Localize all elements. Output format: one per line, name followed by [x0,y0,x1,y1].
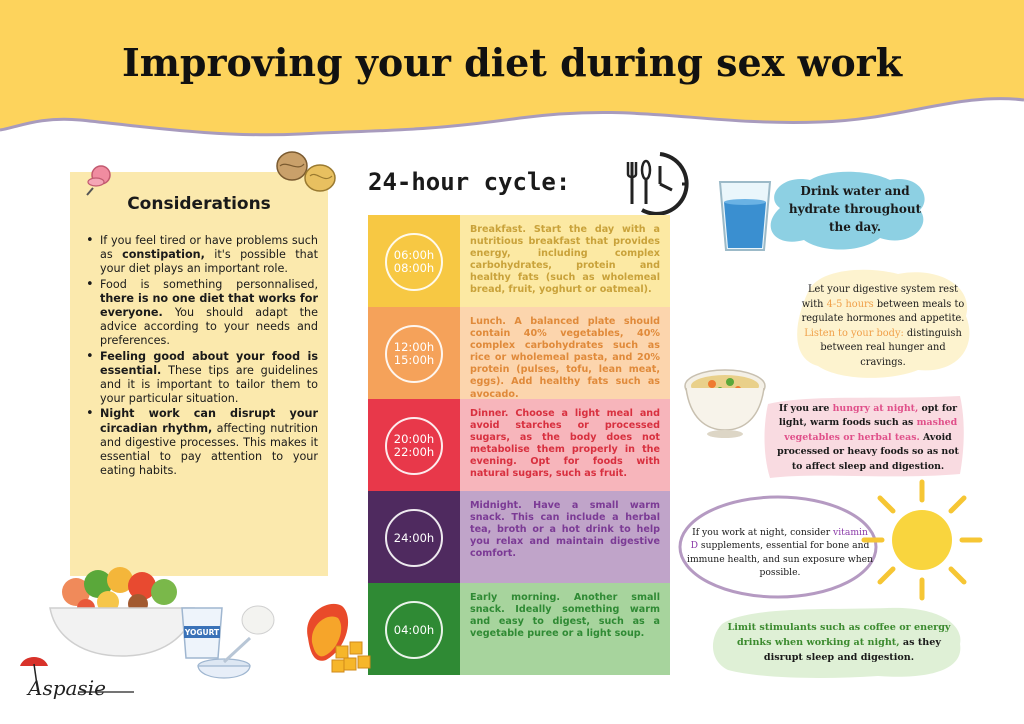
tip-text: distinguish between real hunger and crav… [820,327,962,368]
considerations-heading: Considerations [127,194,271,214]
page-title: Improving your diet during sex work [121,40,903,85]
list-item: Food is something personnalised, there i… [86,278,318,349]
time-end: 22:00h [393,445,435,459]
rest-blob-shape [797,269,970,378]
meal-label: Midnight. [470,500,522,511]
item-text: it's possible that your diet plays an im… [100,248,318,276]
cycle-row: 04:00h Early morning. Another small snack… [368,583,670,675]
item-bold: there is no one diet that works for ever… [100,291,318,320]
time-start: 12:00h [393,340,435,354]
cycle-table: 06:00h 08:00h Breakfast. Start the day wit… [368,215,670,675]
list-item: Night work can disrupt your circadian rh… [86,407,318,478]
mango-icon [307,603,371,673]
item-text: These tips are guidelines and it is impo… [100,363,318,406]
salad-bowl-icon [49,567,195,657]
water-cloud-shape [770,171,925,250]
item-text: Food is something personnalised, [100,277,318,291]
meal-label: Breakfast. [470,224,526,235]
tip-highlight: mashed vegetables or herbal teas. [784,417,958,443]
meal-description: Midnight. Have a small warm snack. This … [460,491,670,583]
considerations-list: If you feel tired or have problems such … [86,234,318,479]
tip-text: between meals to regulate hormones and a… [801,298,965,325]
time-circle: 06:00h 08:00h [385,233,443,291]
tip-highlight: Limit stimulants such as coffee or energ… [727,622,951,648]
meal-label: Lunch. [470,316,506,327]
cycle-row: 24:00h Midnight. Have a small warm snack.… [368,491,670,583]
list-item: If you feel tired or have problems such … [86,234,318,277]
time-cell: 20:00h 22:00h [368,399,460,491]
meal-label: Dinner. [470,408,509,419]
pushpin-icon [86,165,111,196]
time-end: 08:00h [393,261,435,275]
time-start: 20:00h [393,432,435,446]
meal-text: Another small snack. Ideally something w… [470,592,660,640]
tip-text: If you work at night, consider [692,527,834,538]
time-cell: 06:00h 08:00h [368,215,460,307]
item-bold: constipation, [122,248,205,262]
walnuts-icon [276,151,336,192]
meal-text: Start the day with a nutritious breakfas… [470,224,660,296]
yogurt-label: YOGURT [184,628,220,637]
logo-umbrella-icon [20,657,134,693]
water-glass-icon [718,181,772,251]
clock-cutlery-icon [626,152,689,216]
meal-label: Early morning. [470,592,560,603]
soup-bowl-icon [684,369,766,438]
water-tip: Drink water and hydrate throughout the d… [788,184,922,234]
meal-description: Breakfast. Start the day with a nutritio… [460,215,670,307]
limit-blob-shape [712,607,961,678]
meal-text: Have a small warm snack. This can includ… [470,500,660,560]
cycle-row: 12:00h 15:00h Lunch. A balanced plate shou… [368,307,670,400]
time-cell: 12:00h 15:00h [368,307,460,399]
considerations-panel: Considerations If you feel tired or have… [70,172,328,576]
hungry-tip: If you are hungry at night, opt for ligh… [772,402,964,474]
rest-tip: Let your digestive system rest with 4-5 … [800,283,966,371]
tip-text: If you are [778,403,833,414]
time-start: 24:00h [393,530,435,545]
item-bold: Night work can disrupt your circadian rh… [100,407,318,435]
cycle-heading: 24-hour cycle: [368,168,571,196]
yogurt-icon: YOGURT [181,605,275,679]
header-band [0,0,1024,137]
item-bold: Feeling good about your food is essentia… [100,349,318,377]
tip-text: supplements, essential for bone and immu… [687,540,873,579]
item-text: You should adapt the advice according to… [100,306,318,348]
limit-tip: Limit stimulants such as coffee or energ… [722,620,956,665]
meal-description: Lunch. A balanced plate should contain 4… [460,307,670,400]
tip-text: Let your digestive system rest with [801,284,959,310]
list-item: Feeling good about your food is essentia… [86,350,318,407]
time-start: 04:00h [393,622,435,637]
time-end: 15:00h [393,353,435,367]
cycle-row: 06:00h 08:00h Breakfast. Start the day wit… [368,215,670,307]
meal-text: Choose a light meal and avoid starches o… [470,408,660,480]
sun-icon [861,479,983,601]
item-text: affecting nutrition and digestive proces… [100,421,318,478]
time-circle: 20:00h 22:00h [385,417,443,475]
meal-description: Dinner. Choose a light meal and avoid st… [460,399,670,491]
tip-text: Avoid processed or heavy foods so as not… [777,431,959,472]
tip-text: opt for light, warm foods such as [778,403,958,429]
logo: Aspasie [28,676,106,700]
time-cell: 24:00h [368,491,460,583]
time-circle: 12:00h 15:00h [385,325,443,383]
vitamin-tip: If you work at night, consider vitamin D… [687,526,873,580]
time-start: 06:00h [393,248,435,262]
time-circle: 04:00h [385,601,443,659]
cycle-row: 20:00h 22:00h Dinner. Choose a light meal … [368,399,670,491]
meal-text: A balanced plate should contain 40% vege… [470,316,660,400]
tip-highlight: vitamin D [690,527,868,552]
hungry-blob-shape [764,396,964,478]
item-text: If you feel tired or have problems such … [100,234,318,262]
tip-highlight: 4-5 hours [826,298,874,310]
time-circle: 24:00h [385,509,443,567]
vitamin-outline-shape [678,495,878,599]
tip-highlight: hungry at night, [832,403,919,414]
tip-highlight: Listen to your body: [804,327,904,339]
time-cell: 04:00h [368,583,460,675]
tip-text: as they disrupt sleep and digestion. [763,637,941,663]
meal-description: Early morning. Another small snack. Idea… [460,583,670,675]
